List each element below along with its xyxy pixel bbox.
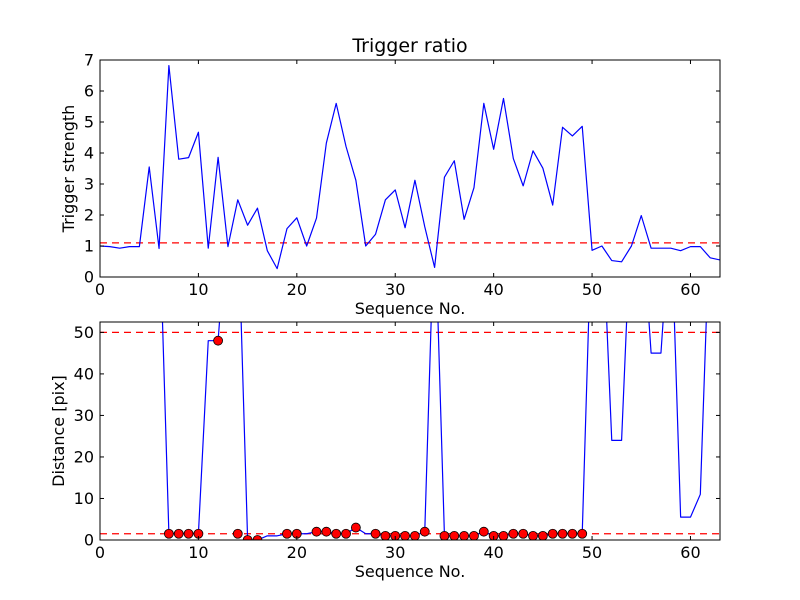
axes-frame: [99, 321, 721, 541]
axes-frame: [99, 59, 721, 278]
data-point: [577, 528, 588, 539]
data-point: [173, 528, 184, 539]
y-tick-label: 0: [84, 268, 94, 287]
x-tick-label: 20: [287, 543, 307, 562]
data-point: [567, 528, 578, 539]
y-axis-label: Trigger strength: [59, 105, 78, 234]
x-tick-label: 0: [95, 280, 105, 299]
data-point: [528, 530, 538, 540]
data-point: [232, 528, 243, 539]
data-point: [390, 530, 401, 540]
data-point: [449, 530, 460, 540]
data-point: [400, 530, 410, 540]
data-point: [469, 530, 479, 540]
x-tick-label: 10: [188, 280, 208, 299]
trigger-ratio-chart: 0 10 20 30 40 50 60 0 1 2 3 4 5 6 7 Sequence No. Trigger…: [59, 35, 721, 318]
series-line-0: [100, 64, 720, 270]
y-tick-label: 6: [84, 82, 94, 101]
data-point: [547, 528, 558, 539]
x-tick-label: 60: [680, 543, 700, 562]
y-tick-label: 40: [74, 364, 94, 383]
data-point: [410, 530, 420, 540]
data-point: [478, 526, 489, 537]
data-point: [508, 528, 519, 539]
data-point: [537, 530, 548, 540]
x-tick-label: 0: [95, 543, 105, 562]
x-tick-label: 40: [483, 280, 503, 299]
data-point: [498, 530, 509, 540]
y-tick-label: 10: [74, 489, 94, 508]
series-line-0: [161, 322, 707, 540]
data-point: [321, 526, 332, 537]
data-point: [518, 528, 529, 539]
plot-area: [100, 64, 720, 270]
data-point: [557, 528, 568, 539]
y-tick-label: 0: [84, 531, 94, 550]
y-tick-label: 5: [84, 113, 94, 132]
x-tick-label: 30: [385, 543, 405, 562]
y-tick-label: 30: [74, 406, 94, 425]
y-tick-label: 20: [74, 447, 94, 466]
x-tick-label: 50: [582, 543, 602, 562]
data-point: [331, 528, 342, 539]
data-point: [183, 528, 194, 539]
data-point: [439, 530, 450, 540]
data-point: [242, 535, 253, 540]
x-tick-label: 20: [287, 280, 307, 299]
x-tick-label: 10: [188, 543, 208, 562]
data-point: [252, 535, 263, 540]
data-point: [419, 526, 430, 537]
y-axis-label: Distance [pix]: [49, 375, 68, 487]
x-axis-label: Sequence No.: [355, 562, 466, 581]
y-tick-label: 3: [84, 175, 94, 194]
data-point: [380, 530, 391, 540]
data-point: [459, 530, 470, 540]
plot-area: [100, 322, 720, 540]
distance-chart: 0 10 20 30 40 50 60 0 10 20 30 40 50 Sequence No. Dist…: [49, 321, 721, 581]
y-tick-label: 50: [74, 323, 94, 342]
x-tick-label: 40: [483, 543, 503, 562]
data-point: [488, 530, 499, 540]
data-point: [370, 528, 381, 539]
data-point: [163, 528, 174, 539]
data-point: [341, 528, 351, 539]
data-point: [213, 335, 223, 346]
y-tick-label: 1: [84, 237, 94, 256]
x-tick-label: 50: [582, 280, 602, 299]
x-axis-label: Sequence No.: [355, 299, 466, 318]
x-tick-label: 30: [385, 280, 405, 299]
data-point: [282, 528, 292, 539]
y-tick-label: 2: [84, 206, 94, 225]
y-tick-label: 4: [84, 144, 94, 163]
y-tick-label: 7: [84, 51, 94, 70]
data-point: [350, 522, 361, 533]
data-point: [311, 526, 322, 537]
x-tick-label: 60: [680, 280, 700, 299]
chart-title: Trigger ratio: [351, 35, 467, 57]
